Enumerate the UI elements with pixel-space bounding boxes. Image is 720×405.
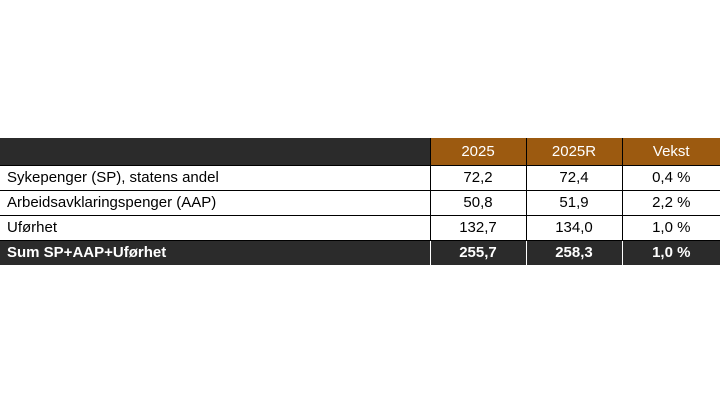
header-empty-cell bbox=[0, 138, 430, 166]
row-label: Sykepenger (SP), statens andel bbox=[0, 164, 430, 191]
table-row: Arbeidsavklaringspenger (AAP) 50,8 51,9 … bbox=[0, 189, 720, 216]
cell-2025: 50,8 bbox=[429, 189, 526, 216]
header-2025: 2025 bbox=[429, 138, 526, 166]
header-row: 2025 2025R Vekst bbox=[0, 138, 720, 166]
total-vekst: 1,0 % bbox=[621, 239, 720, 265]
growth-table: 2025 2025R Vekst Sykepenger (SP), staten… bbox=[0, 138, 720, 265]
total-label: Sum SP+AAP+Uførhet bbox=[0, 239, 430, 265]
total-row: Sum SP+AAP+Uførhet 255,7 258,3 1,0 % bbox=[0, 239, 720, 265]
row-label: Arbeidsavklaringspenger (AAP) bbox=[0, 189, 430, 216]
cell-2025: 72,2 bbox=[429, 164, 526, 191]
row-label: Uførhet bbox=[0, 214, 430, 241]
cell-2025: 132,7 bbox=[429, 214, 526, 241]
cell-vekst: 1,0 % bbox=[621, 214, 720, 241]
total-2025r: 258,3 bbox=[525, 239, 622, 265]
cell-2025r: 72,4 bbox=[525, 164, 622, 191]
table-row: Uførhet 132,7 134,0 1,0 % bbox=[0, 214, 720, 241]
cell-vekst: 0,4 % bbox=[621, 164, 720, 191]
cell-2025r: 51,9 bbox=[525, 189, 622, 216]
header-2025r: 2025R bbox=[525, 138, 622, 166]
table-row: Sykepenger (SP), statens andel 72,2 72,4… bbox=[0, 164, 720, 191]
header-vekst: Vekst bbox=[621, 138, 720, 166]
cell-2025r: 134,0 bbox=[525, 214, 622, 241]
cell-vekst: 2,2 % bbox=[621, 189, 720, 216]
total-2025: 255,7 bbox=[429, 239, 526, 265]
